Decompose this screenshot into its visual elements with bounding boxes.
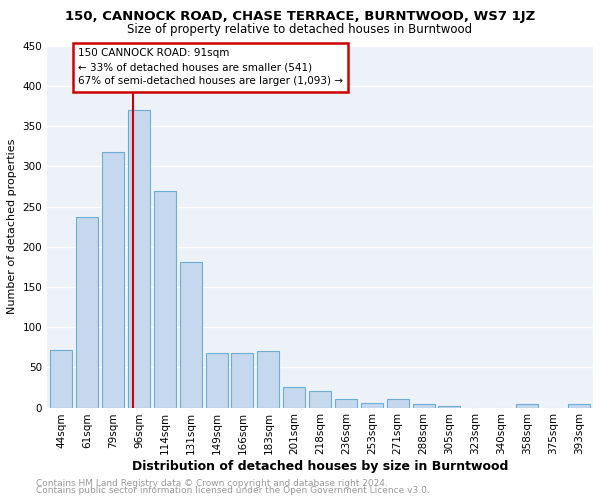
Bar xyxy=(76,217,98,408)
Text: Size of property relative to detached houses in Burntwood: Size of property relative to detached ho… xyxy=(127,22,473,36)
Bar xyxy=(102,152,124,407)
Bar xyxy=(128,110,150,408)
Bar xyxy=(568,404,590,407)
Text: Contains HM Land Registry data © Crown copyright and database right 2024.: Contains HM Land Registry data © Crown c… xyxy=(36,478,388,488)
Bar xyxy=(413,404,434,407)
Bar xyxy=(283,388,305,407)
Bar xyxy=(257,352,280,408)
Bar xyxy=(154,190,176,408)
Bar xyxy=(232,353,253,408)
Bar xyxy=(206,353,227,408)
Bar xyxy=(335,398,357,407)
Text: 150 CANNOCK ROAD: 91sqm
← 33% of detached houses are smaller (541)
67% of semi-d: 150 CANNOCK ROAD: 91sqm ← 33% of detache… xyxy=(78,48,343,86)
Bar xyxy=(309,392,331,407)
Bar xyxy=(387,398,409,407)
Bar xyxy=(516,404,538,407)
Bar xyxy=(180,262,202,408)
Y-axis label: Number of detached properties: Number of detached properties xyxy=(7,139,17,314)
X-axis label: Distribution of detached houses by size in Burntwood: Distribution of detached houses by size … xyxy=(132,460,508,473)
Text: 150, CANNOCK ROAD, CHASE TERRACE, BURNTWOOD, WS7 1JZ: 150, CANNOCK ROAD, CHASE TERRACE, BURNTW… xyxy=(65,10,535,23)
Bar xyxy=(50,350,73,408)
Text: Contains public sector information licensed under the Open Government Licence v3: Contains public sector information licen… xyxy=(36,486,430,495)
Bar xyxy=(361,402,383,407)
Bar xyxy=(439,406,460,407)
